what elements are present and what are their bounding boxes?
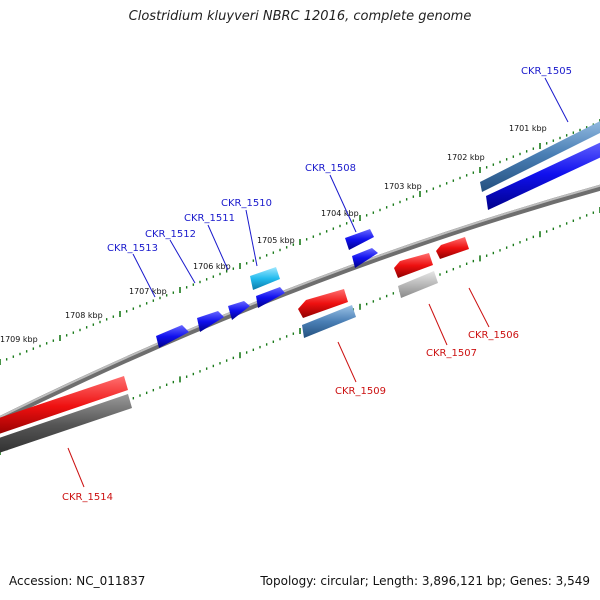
- gene-ckr-1511-body: [256, 287, 285, 308]
- gene-ckr-1508-label: CKR_1508: [305, 163, 356, 174]
- gene-ckr-1506-body: [436, 237, 469, 259]
- gene-ckr-1514[interactable]: CKR_1514: [0, 376, 132, 503]
- tick-label-1705: 1705 kbp: [257, 236, 295, 245]
- gene-ckr-1512-pointer: [169, 239, 196, 284]
- gene-ckr-1514-shadow: [0, 394, 132, 453]
- gene-ckr-1512-label: CKR_1512: [145, 229, 196, 240]
- gene-ckr-1514-pointer: [67, 447, 85, 488]
- gene-ckr-1509-label: CKR_1509: [335, 386, 386, 397]
- tick-label-1706: 1706 kbp: [193, 262, 231, 271]
- gene-ckr-1511-pointer: [207, 224, 229, 271]
- gene-ckr-1505[interactable]: CKR_1505: [480, 66, 600, 210]
- gene-ckr-1507-shadow: [398, 271, 438, 298]
- gene-ckr-1513-label: CKR_1513: [107, 243, 158, 254]
- gene-ckr-1512[interactable]: CKR_1512: [145, 229, 250, 320]
- gene-ckr-1509[interactable]: CKR_1509: [298, 289, 386, 397]
- gene-ckr-1514-body: [0, 376, 128, 434]
- gene-ckr-1506-label: CKR_1506: [468, 330, 519, 341]
- gene-ckr-1506-pointer: [468, 287, 490, 328]
- genome-backbone-highlight: [0, 184, 600, 419]
- gene-ckr-1511-label: CKR_1511: [184, 213, 235, 224]
- gene-ckr-1513[interactable]: CKR_1513: [107, 243, 224, 348]
- gene-ckr-1513-body-b: [156, 325, 189, 348]
- gene-ckr-1510-pointer: [245, 209, 258, 267]
- gene-ckr-1510[interactable]: CKR_1510: [221, 198, 280, 290]
- gene-ckr-1514-label: CKR_1514: [62, 492, 113, 503]
- gene-ckr-1505-shadow: [480, 121, 600, 192]
- gene-ckr-1508-pointer: [329, 174, 357, 233]
- gene-ckr-1512-body: [228, 301, 250, 320]
- gene-ckr-1508[interactable]: CKR_1508: [305, 163, 378, 268]
- gene-ckr-1509-pointer: [337, 341, 357, 383]
- gene-ckr-1505-label: CKR_1505: [521, 66, 572, 77]
- tick-labels: 1701 kbp 1702 kbp 1703 kbp 1704 kbp 1705…: [0, 124, 547, 344]
- gene-ckr-1508-body-a: [345, 229, 374, 250]
- tick-label-1704: 1704 kbp: [321, 209, 359, 218]
- gene-ckr-1509-shadow: [302, 305, 356, 338]
- accession-text: Accession: NC_011837: [9, 574, 146, 588]
- outer-scale-ruler: [0, 119, 600, 365]
- gene-ckr-1508-body-b: [352, 248, 378, 268]
- tick-label-1703: 1703 kbp: [384, 182, 422, 191]
- gene-ckr-1506[interactable]: CKR_1506: [436, 237, 519, 341]
- gene-ckr-1507-label: CKR_1507: [426, 348, 477, 359]
- gene-ckr-1507-pointer: [428, 303, 448, 346]
- tick-label-1709: 1709 kbp: [0, 335, 38, 344]
- gene-ckr-1505-body: [486, 142, 600, 210]
- gene-ckr-1507-body: [394, 253, 433, 278]
- gene-ckr-1510-body: [250, 267, 280, 290]
- gene-ckr-1505-pointer: [544, 77, 569, 123]
- gene-ckr-1513-body-a: [197, 311, 224, 332]
- genome-backbone: [0, 184, 600, 423]
- topology-text: Topology: circular; Length: 3,896,121 bp…: [260, 574, 590, 588]
- gene-ckr-1511[interactable]: CKR_1511: [184, 213, 285, 308]
- tick-label-1708: 1708 kbp: [65, 311, 103, 320]
- gene-ckr-1509-body: [298, 289, 348, 318]
- gene-ckr-1510-label: CKR_1510: [221, 198, 272, 209]
- tick-label-1701: 1701 kbp: [509, 124, 547, 133]
- map-title: Clostridium kluyveri NBRC 12016, complet…: [128, 9, 472, 24]
- tick-label-1702: 1702 kbp: [447, 153, 485, 162]
- gene-ckr-1513-pointer: [132, 253, 156, 298]
- gene-ckr-1507[interactable]: CKR_1507: [394, 253, 477, 359]
- tick-label-1707: 1707 kbp: [129, 287, 167, 296]
